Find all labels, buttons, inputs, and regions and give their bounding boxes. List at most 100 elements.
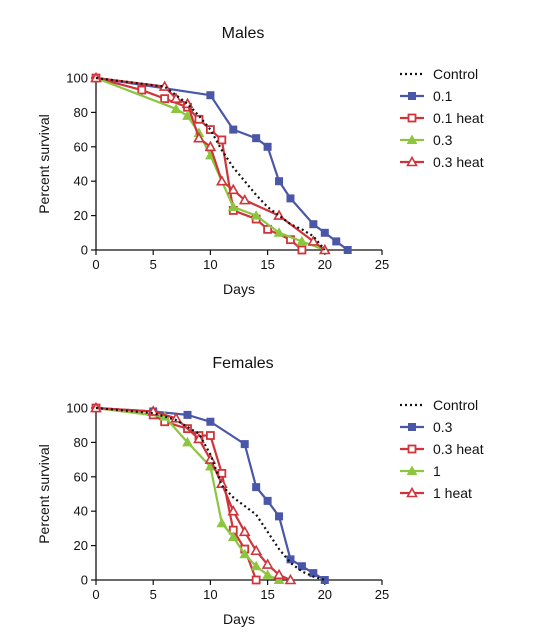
legend-marker [406, 155, 418, 167]
y-tick-label: 20 [74, 208, 88, 223]
y-tick-label: 80 [74, 105, 88, 120]
legend-label: 0.1 [433, 88, 453, 104]
data-point [251, 575, 261, 585]
data-point [273, 568, 285, 580]
data-point [204, 140, 217, 152]
data-point [170, 103, 182, 113]
data-point [182, 110, 193, 120]
data-point [90, 401, 102, 413]
legend-item: Control [400, 66, 478, 82]
legend-item: 0.3 heat [400, 154, 484, 170]
legend-label: 0.1 heat [433, 110, 484, 126]
legend-marker [408, 92, 416, 100]
y-tick-label: 100 [66, 401, 88, 416]
data-point [273, 227, 285, 237]
data-point [227, 201, 239, 211]
x-tick-label: 10 [203, 257, 217, 272]
y-tick-label: 60 [74, 139, 88, 154]
x-tick-label: 5 [150, 587, 157, 602]
data-point [262, 569, 273, 579]
legend-item: 0.3 heat [400, 441, 484, 457]
data-point [183, 410, 192, 419]
x-tick-label: 20 [318, 587, 332, 602]
data-point [227, 183, 240, 195]
series-line [95, 76, 326, 251]
x-tick-label: 15 [260, 587, 274, 602]
data-point [182, 436, 193, 447]
data-point [275, 512, 284, 521]
data-point [239, 548, 251, 559]
data-point [263, 142, 272, 151]
data-point [263, 496, 272, 505]
data-point [205, 431, 215, 440]
x-tick-label: 0 [92, 257, 99, 272]
data-point [332, 237, 341, 246]
legend: Control 0.1 0.1 heat 0.3 0.3 heat [400, 66, 484, 170]
series-line [95, 76, 303, 251]
legend-label: 0.3 [433, 419, 453, 435]
legend-label: Control [433, 397, 478, 413]
females-panel: Females 0 5 10 15 20 25 0 20 40 60 80 100 Days Percent… [36, 355, 484, 627]
data-point [297, 245, 307, 255]
x-tick-label: 10 [203, 587, 217, 602]
series-line [95, 406, 258, 581]
chart-title: Males [222, 25, 265, 42]
legend-label: 0.3 [433, 132, 453, 148]
y-tick-label: 80 [74, 435, 88, 450]
y-tick-label: 0 [81, 243, 88, 258]
series-1-heat [90, 401, 297, 585]
data-point [170, 412, 182, 423]
legend-item: 1 heat [400, 485, 472, 501]
data-point [238, 193, 251, 205]
data-point [90, 71, 102, 83]
x-tick-label: 0 [92, 587, 99, 602]
legend-item: 0.3 [400, 419, 453, 435]
series-0-3-heat [91, 403, 261, 585]
data-point [217, 135, 227, 145]
males-panel: Males 0 5 10 15 20 25 0 20 40 60 80 100 Days Percent s… [36, 25, 484, 297]
legend-marker [407, 113, 417, 123]
y-tick-label: 100 [66, 71, 88, 86]
data-point [261, 558, 274, 569]
legend-marker [408, 423, 416, 431]
data-point [227, 531, 239, 541]
data-point [263, 224, 273, 234]
legend-label: 0.3 heat [433, 441, 484, 457]
data-point [215, 477, 228, 488]
x-tick-label: 25 [375, 257, 389, 272]
data-point [227, 505, 240, 516]
data-point [284, 573, 297, 585]
y-axis-label: Percent survival [36, 114, 52, 214]
legend-marker [407, 444, 417, 454]
data-point [320, 576, 329, 584]
y-tick-label: 0 [81, 573, 88, 588]
series-control [95, 406, 326, 582]
y-tick-label: 60 [74, 469, 88, 484]
data-point [215, 175, 228, 186]
data-point [206, 417, 215, 426]
data-point [250, 560, 262, 571]
y-tick-label: 40 [74, 504, 88, 519]
x-tick-label: 25 [375, 587, 389, 602]
series-line [95, 76, 326, 251]
legend-marker [406, 486, 418, 498]
legend: Control 0.3 0.3 heat 1 1 heat [400, 397, 484, 501]
data-point [216, 517, 228, 528]
legend-item: 0.3 [400, 132, 453, 148]
legend-label: Control [433, 66, 478, 82]
data-point [205, 125, 215, 134]
data-point [137, 85, 147, 95]
data-point [273, 209, 285, 220]
legend-label: 1 [433, 463, 441, 479]
data-point [320, 228, 329, 237]
legend-item: Control [400, 397, 478, 413]
x-tick-label: 15 [260, 257, 274, 272]
data-point [194, 114, 204, 124]
data-point [170, 92, 182, 103]
series-line [95, 406, 280, 582]
data-point [250, 544, 263, 556]
series-line [95, 406, 326, 582]
y-tick-label: 20 [74, 538, 88, 553]
data-point [193, 432, 205, 444]
y-axis-label: Percent survival [36, 444, 52, 544]
